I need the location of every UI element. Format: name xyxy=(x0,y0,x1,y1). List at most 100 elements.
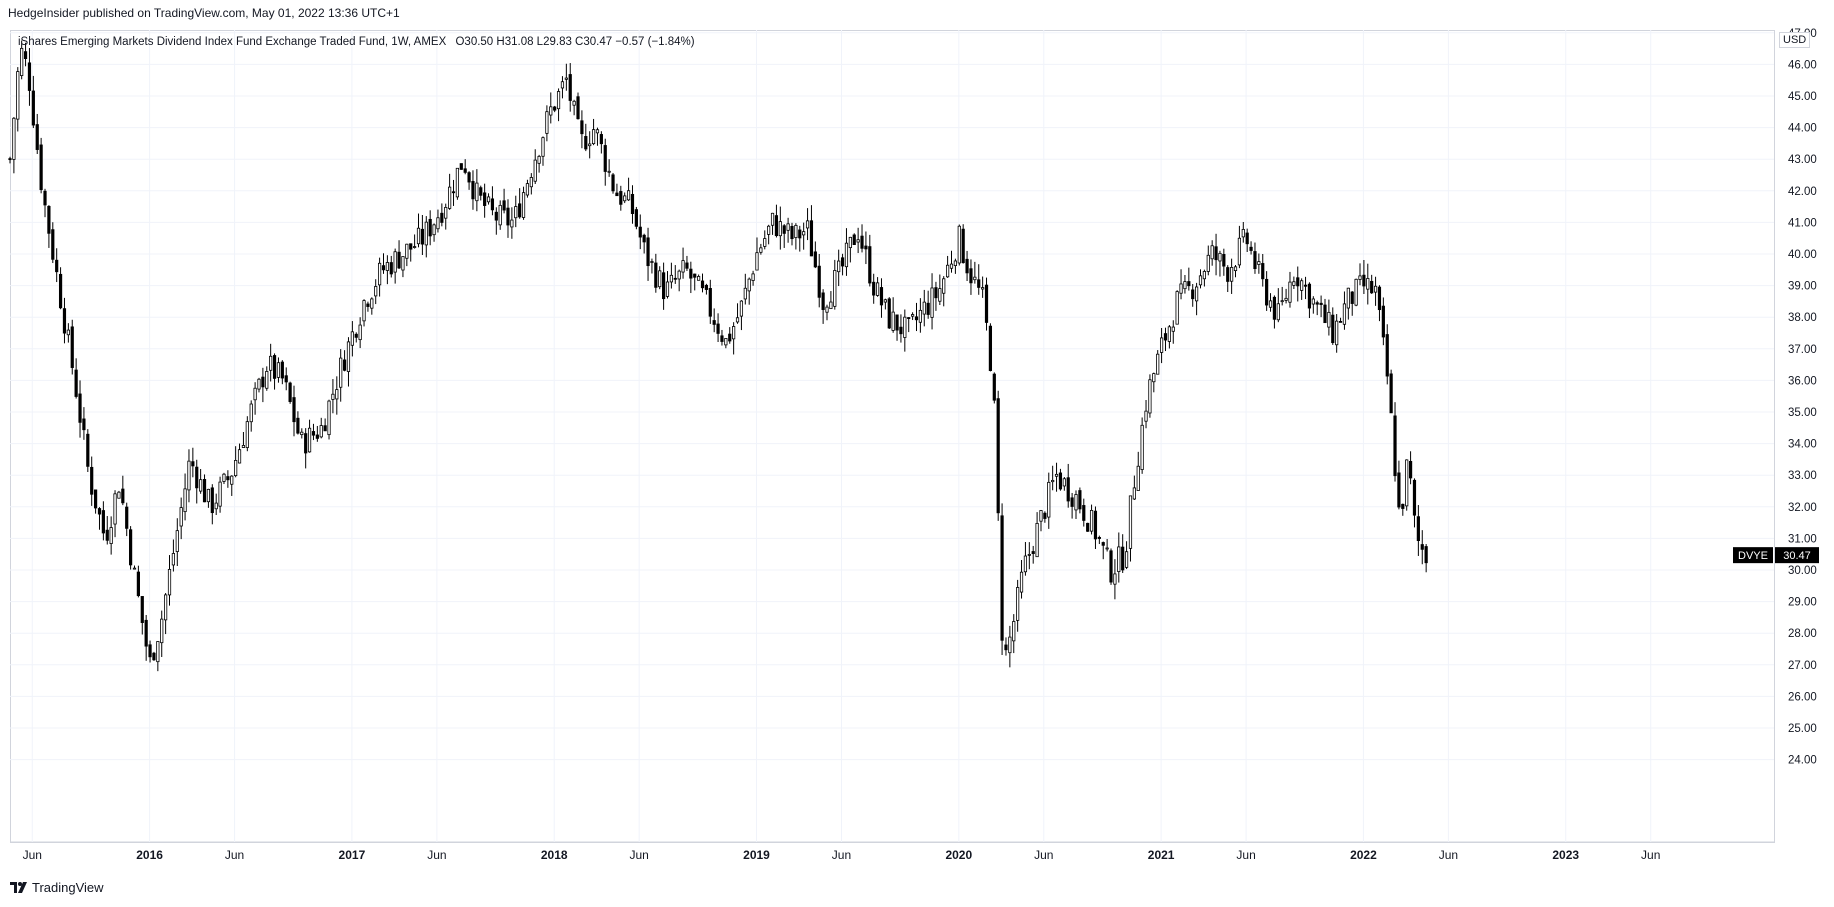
candle xyxy=(145,615,147,661)
candle xyxy=(1059,469,1061,491)
candle xyxy=(1188,268,1190,291)
candle-body xyxy=(946,265,948,277)
candle xyxy=(339,349,341,402)
candle-body xyxy=(487,197,489,202)
candle-body xyxy=(1137,466,1139,490)
candle-body xyxy=(1059,473,1061,489)
candle-body xyxy=(682,261,684,272)
candle-body xyxy=(771,213,773,225)
candle xyxy=(814,241,816,268)
candle xyxy=(904,310,906,352)
candle-body xyxy=(1425,547,1427,563)
candle xyxy=(1308,282,1310,318)
tradingview-logo[interactable]: TradingView xyxy=(10,880,104,895)
candle-body xyxy=(1106,548,1108,549)
candle xyxy=(861,224,863,252)
candle xyxy=(834,260,836,310)
candle-body xyxy=(659,271,661,287)
candle xyxy=(1013,614,1015,653)
candle xyxy=(17,67,19,131)
candle xyxy=(779,207,781,250)
candle-body xyxy=(242,445,244,447)
candle xyxy=(262,368,264,402)
candle xyxy=(1378,285,1380,321)
candle xyxy=(573,100,575,115)
candle-body xyxy=(550,107,552,115)
candle-body xyxy=(904,317,906,337)
candle xyxy=(487,193,489,204)
candle xyxy=(604,139,606,186)
y-tick-label: 37.00 xyxy=(1788,344,1817,356)
candle-body xyxy=(1370,281,1372,292)
x-tick-label: 2019 xyxy=(743,848,770,862)
candle xyxy=(799,226,801,252)
candle-body xyxy=(978,280,980,288)
candle-body xyxy=(1219,253,1221,261)
candle-body xyxy=(1289,282,1291,302)
candle-body xyxy=(1129,496,1131,548)
y-tick-label: 31.00 xyxy=(1788,533,1817,545)
candle xyxy=(223,473,225,484)
candle-body xyxy=(966,259,968,273)
candle-body xyxy=(1067,478,1069,501)
candle-body xyxy=(530,177,532,186)
y-tick-label: 25.00 xyxy=(1788,723,1817,735)
y-tick-label: 27.00 xyxy=(1788,660,1817,672)
candle-body xyxy=(106,530,108,540)
candle-body xyxy=(908,318,910,319)
candle xyxy=(810,205,812,256)
candle-body xyxy=(402,257,404,270)
candle-body xyxy=(122,489,124,503)
candle-body xyxy=(694,274,696,277)
candle xyxy=(857,228,859,253)
candle xyxy=(1036,512,1038,557)
candle-body xyxy=(635,210,637,227)
candle xyxy=(1137,452,1139,491)
candle xyxy=(1285,289,1287,304)
candle-body xyxy=(1250,247,1252,250)
candle-body xyxy=(954,261,956,266)
candle-body xyxy=(997,399,999,513)
y-tick-label: 40.00 xyxy=(1788,249,1817,261)
candle-body xyxy=(1374,286,1376,292)
candle-body xyxy=(655,263,657,287)
candle xyxy=(1005,637,1007,655)
candle-body xyxy=(935,288,937,298)
candle-body xyxy=(849,237,851,247)
candle-body xyxy=(1238,238,1240,265)
candle xyxy=(126,503,128,536)
candle xyxy=(1250,241,1252,254)
candle-body xyxy=(347,342,349,372)
candle xyxy=(28,48,30,106)
candle-body xyxy=(612,175,614,191)
candle-body xyxy=(1223,254,1225,266)
candle xyxy=(569,63,571,112)
candle xyxy=(620,186,622,211)
candle xyxy=(736,303,738,324)
candle-body xyxy=(359,325,361,340)
candle-body xyxy=(378,263,380,285)
candle xyxy=(701,274,703,293)
y-tick-label: 45.00 xyxy=(1788,91,1817,103)
candle xyxy=(452,180,454,206)
candle xyxy=(1234,265,1236,277)
candle xyxy=(207,489,209,508)
currency-badge[interactable]: USD xyxy=(1779,32,1810,48)
candle xyxy=(896,315,898,341)
candle-body xyxy=(441,213,443,222)
candle xyxy=(269,344,271,382)
candle-body xyxy=(857,240,859,242)
candle-body xyxy=(546,112,548,134)
candle xyxy=(1304,277,1306,299)
candle xyxy=(974,262,976,284)
candle-body xyxy=(398,252,400,268)
candle xyxy=(647,228,649,281)
candle-body xyxy=(1121,547,1123,570)
candle xyxy=(1281,287,1283,306)
candle-body xyxy=(1192,290,1194,299)
candle xyxy=(791,223,793,246)
candle xyxy=(1351,291,1353,316)
candle-body xyxy=(1246,233,1248,244)
candle-body xyxy=(141,596,143,622)
